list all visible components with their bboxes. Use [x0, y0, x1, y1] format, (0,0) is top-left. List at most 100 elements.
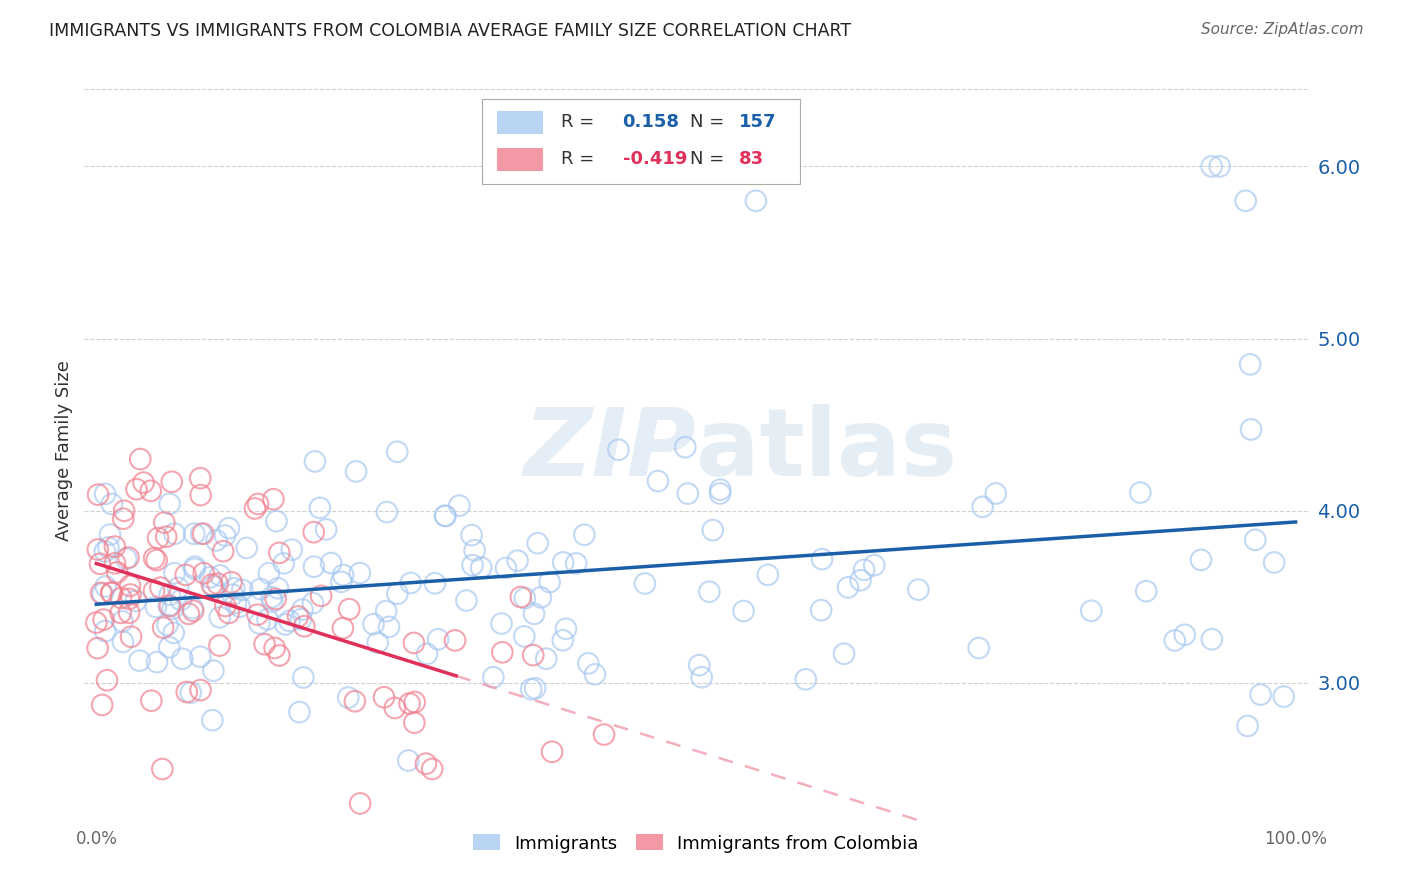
Point: [290, 612, 312, 626]
Point: [702, 523, 724, 537]
Point: [157, 640, 180, 655]
Point: [87, 542, 110, 557]
Point: [733, 604, 755, 618]
Point: [273, 557, 295, 571]
Point: [337, 602, 360, 616]
Point: [375, 505, 398, 519]
Point: [287, 609, 309, 624]
Point: [461, 558, 484, 573]
Point: [94, 487, 117, 501]
Point: [208, 610, 231, 624]
Point: [541, 745, 564, 759]
Point: [163, 626, 186, 640]
Point: [253, 637, 276, 651]
Point: [427, 632, 450, 647]
Point: [1129, 485, 1152, 500]
Point: [456, 593, 478, 607]
Point: [105, 566, 128, 580]
Legend: Immigrants, Immigrants from Colombia: Immigrants, Immigrants from Colombia: [465, 827, 927, 860]
Point: [420, 762, 443, 776]
Point: [263, 640, 285, 655]
Point: [315, 523, 337, 537]
Point: [115, 551, 138, 566]
Point: [384, 701, 406, 715]
Y-axis label: Average Family Size: Average Family Size: [55, 360, 73, 541]
Point: [291, 602, 314, 616]
Point: [491, 645, 513, 659]
Point: [449, 499, 471, 513]
Point: [157, 599, 180, 613]
Point: [262, 594, 284, 608]
Point: [1234, 194, 1257, 208]
Point: [309, 589, 332, 603]
Point: [235, 541, 257, 555]
Point: [349, 566, 371, 580]
Point: [176, 685, 198, 699]
Point: [349, 797, 371, 811]
Point: [125, 594, 148, 608]
Point: [634, 576, 657, 591]
Point: [94, 544, 117, 558]
Point: [274, 617, 297, 632]
Point: [101, 497, 124, 511]
Point: [523, 607, 546, 621]
Point: [837, 581, 859, 595]
Point: [218, 521, 240, 535]
Point: [607, 442, 630, 457]
Point: [214, 528, 236, 542]
Point: [231, 582, 253, 597]
Point: [745, 194, 768, 208]
Point: [159, 588, 181, 602]
Point: [156, 618, 179, 632]
Point: [118, 591, 141, 606]
Point: [224, 582, 246, 596]
Point: [188, 471, 211, 485]
Point: [132, 475, 155, 490]
Point: [205, 533, 228, 548]
Point: [112, 504, 135, 518]
Point: [688, 658, 710, 673]
Point: [184, 559, 207, 574]
Point: [332, 568, 354, 582]
Point: [91, 587, 114, 601]
Point: [530, 591, 553, 605]
Point: [699, 584, 721, 599]
Point: [221, 575, 243, 590]
Point: [387, 587, 409, 601]
Point: [221, 588, 243, 602]
Point: [159, 599, 181, 613]
Point: [269, 648, 291, 663]
Point: [278, 614, 301, 628]
Point: [415, 756, 437, 771]
Point: [181, 604, 204, 618]
Point: [172, 651, 194, 665]
Point: [190, 526, 212, 541]
Point: [309, 500, 332, 515]
Point: [302, 559, 325, 574]
Point: [249, 582, 271, 596]
Point: [257, 566, 280, 581]
Point: [110, 591, 132, 605]
Point: [90, 586, 112, 600]
Point: [100, 585, 122, 599]
Point: [141, 694, 163, 708]
Point: [246, 607, 269, 622]
Point: [367, 635, 389, 649]
Point: [522, 648, 544, 662]
Point: [191, 526, 214, 541]
Point: [247, 497, 270, 511]
Point: [202, 664, 225, 678]
Point: [163, 566, 186, 581]
Point: [89, 557, 111, 571]
Point: [470, 560, 492, 574]
Point: [337, 690, 360, 705]
Point: [218, 606, 240, 620]
Point: [143, 551, 166, 566]
Point: [330, 574, 353, 589]
Point: [1263, 556, 1285, 570]
Point: [183, 562, 205, 576]
Point: [513, 591, 536, 606]
FancyBboxPatch shape: [496, 148, 543, 171]
Point: [153, 516, 176, 530]
Text: atlas: atlas: [696, 404, 957, 497]
